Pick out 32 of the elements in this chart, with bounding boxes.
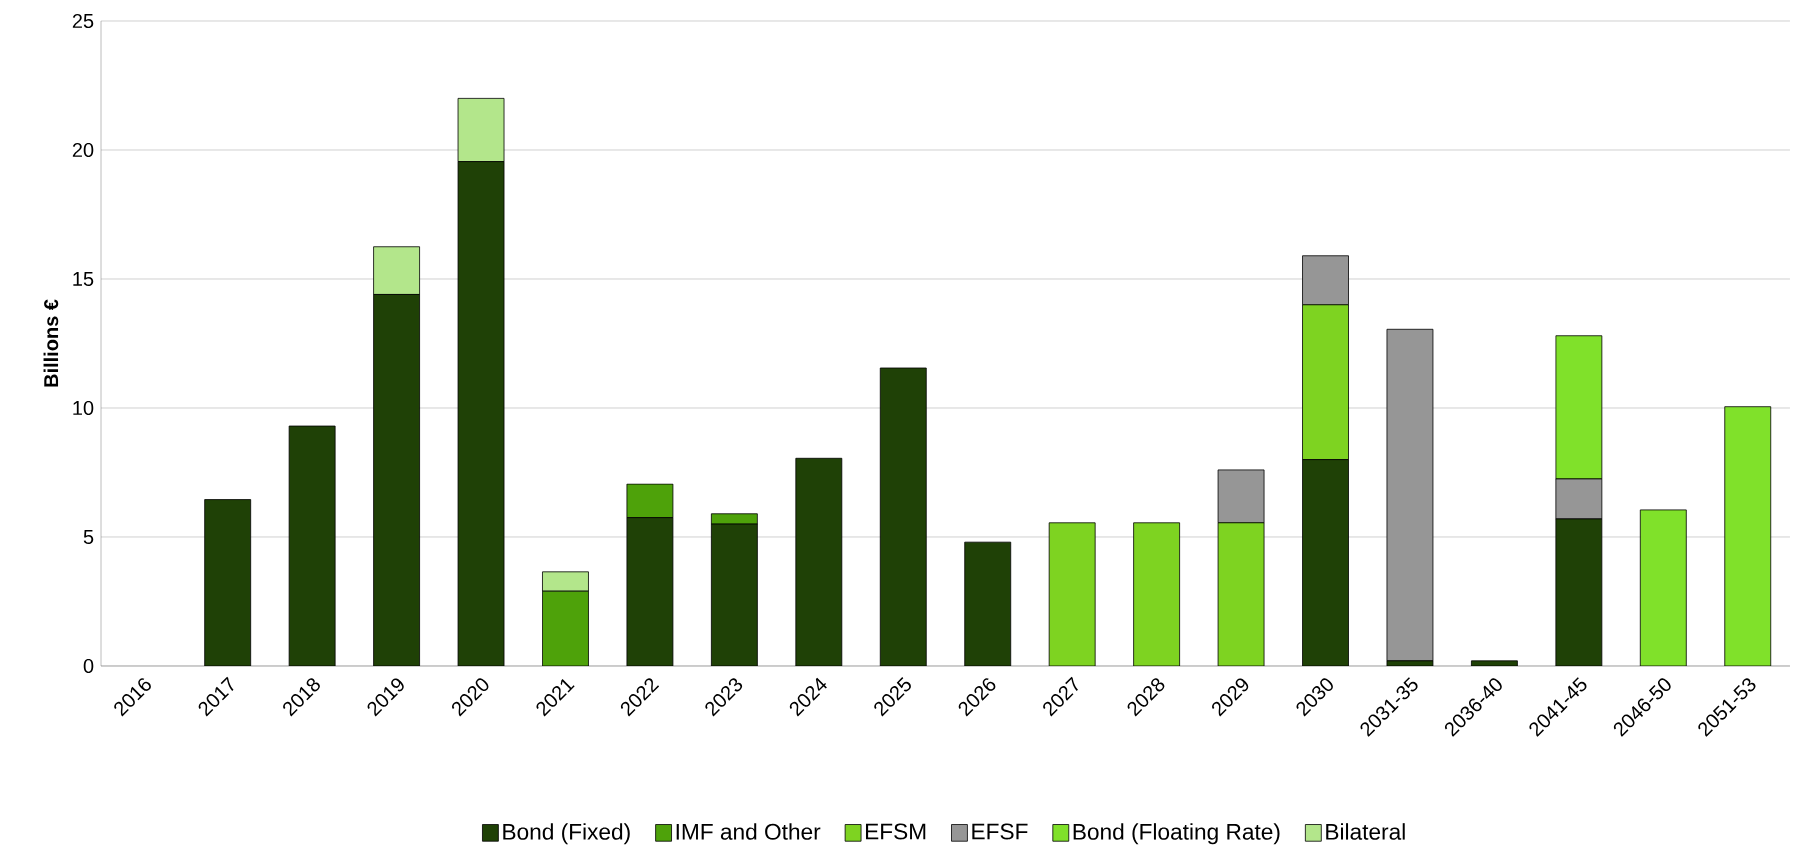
bar (1048, 522, 1096, 666)
bar (964, 541, 1012, 666)
bar (879, 367, 927, 666)
bar (373, 246, 420, 295)
legend-label: Bond (Fixed) (503, 823, 630, 845)
y-axis-title: Billions € (43, 299, 59, 387)
bar (626, 517, 674, 666)
legend-label: EFSF (972, 823, 1028, 840)
y-tick-label: 20 (72, 142, 94, 158)
bar (1639, 509, 1687, 666)
y-tick-label: 5 (83, 530, 94, 544)
bar (1386, 328, 1434, 662)
y-tick-label: 10 (73, 400, 94, 416)
legend-label: Bond (Floating Rate) (1073, 823, 1280, 845)
bar (1133, 522, 1181, 666)
bar (1724, 406, 1772, 666)
legend-label: Bilateral (1326, 823, 1405, 840)
y-tick-label: 0 (83, 658, 94, 674)
y-tick-label: 25 (72, 13, 94, 29)
bar (795, 457, 843, 666)
bar (1302, 459, 1349, 666)
bar (710, 523, 758, 666)
legend-label: IMF and Other (676, 823, 821, 840)
bar (542, 590, 589, 666)
bar (626, 483, 674, 519)
bar (288, 425, 336, 666)
bar (373, 294, 420, 666)
y-tick-label: 15 (73, 272, 94, 286)
legend-label: EFSM (866, 823, 926, 840)
bar (1555, 518, 1603, 666)
bar (204, 499, 252, 666)
bar (457, 161, 505, 666)
